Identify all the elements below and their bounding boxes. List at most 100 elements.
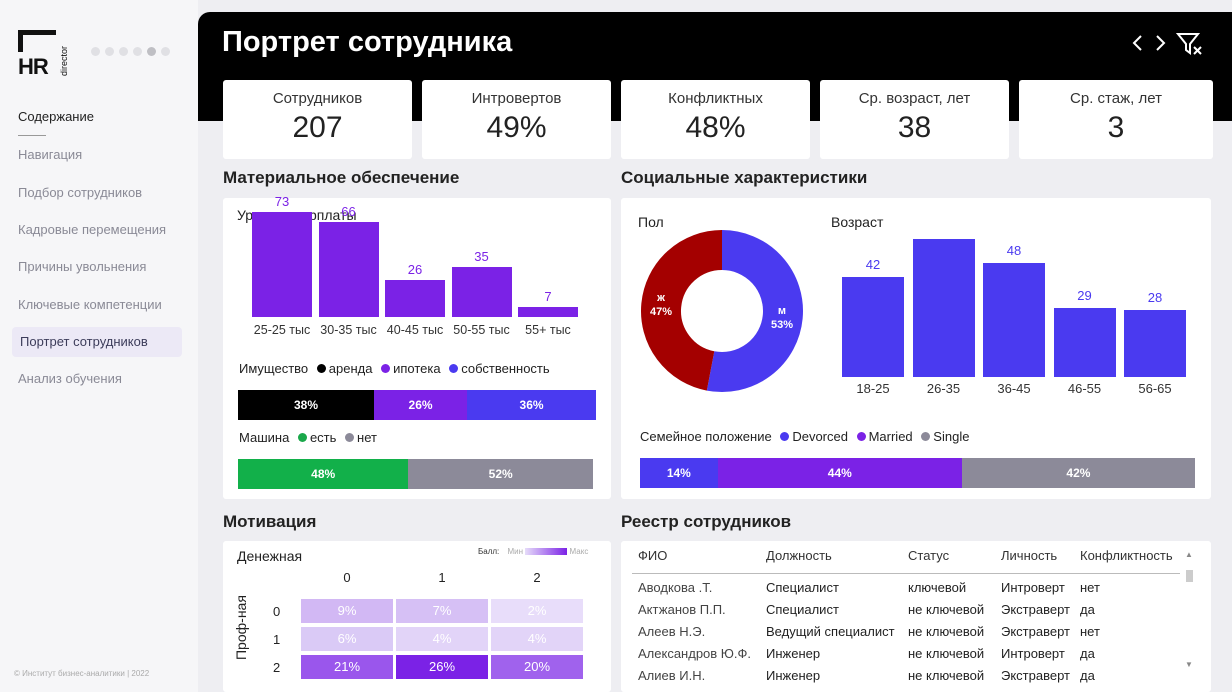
legend-divorced[interactable]: Devorced bbox=[792, 429, 848, 444]
gender-female-label: ж 47% bbox=[646, 291, 676, 319]
legend-dot-icon bbox=[381, 364, 391, 373]
sidebar-item-navigation[interactable]: Навигация bbox=[18, 147, 83, 162]
sidebar-item-employee-portrait[interactable]: Портрет сотрудников bbox=[12, 327, 182, 357]
kpi-value: 38 bbox=[897, 111, 932, 144]
cell-status: ключевой bbox=[908, 580, 967, 595]
heatmap-cell[interactable]: 20% bbox=[491, 655, 583, 679]
heatmap-row-0: 0 bbox=[273, 604, 281, 619]
nav-title[interactable]: Содержание bbox=[18, 109, 94, 124]
table-scrollbar[interactable]: ▲ ▼ bbox=[1185, 548, 1194, 680]
kpi-value: 49% bbox=[486, 111, 547, 144]
legend-dot-icon bbox=[316, 364, 326, 373]
scroll-up-icon[interactable]: ▲ bbox=[1185, 550, 1193, 559]
col-header-conflict[interactable]: Конфликтность bbox=[1080, 548, 1173, 563]
chevron-left-icon[interactable] bbox=[1131, 32, 1145, 60]
sidebar-item-training[interactable]: Анализ обучения bbox=[18, 371, 122, 386]
scroll-thumb[interactable] bbox=[1186, 570, 1193, 582]
age-bar[interactable] bbox=[842, 277, 904, 377]
gender-female-name: ж bbox=[657, 292, 665, 304]
gender-donut-chart bbox=[641, 230, 803, 392]
heatmap-cell[interactable]: 4% bbox=[491, 627, 583, 651]
car-stacked-bar: 48% 52% bbox=[238, 459, 593, 489]
property-segment-own[interactable]: 36% bbox=[467, 390, 596, 420]
score-legend-min: Мин bbox=[507, 547, 524, 556]
legend-rent[interactable]: аренда bbox=[328, 361, 373, 376]
gender-male-label: м 53% bbox=[767, 304, 797, 332]
cell-position: Специалист bbox=[766, 602, 839, 617]
cell-position: Специалист bbox=[766, 580, 839, 595]
family-segment-married[interactable]: 44% bbox=[717, 458, 962, 488]
page-dots bbox=[91, 47, 170, 56]
family-segment-divorced[interactable]: 14% bbox=[640, 458, 718, 488]
heatmap-cell[interactable]: 21% bbox=[301, 655, 393, 679]
donut-slice-female[interactable] bbox=[641, 230, 723, 391]
sidebar-item-recruitment[interactable]: Подбор сотрудников bbox=[18, 185, 143, 200]
property-segment-rent[interactable]: 38% bbox=[238, 390, 375, 420]
table-header-divider bbox=[632, 573, 1180, 574]
age-bar[interactable] bbox=[1124, 310, 1186, 377]
car-segment-no[interactable]: 52% bbox=[408, 459, 593, 489]
donut-slice-male[interactable] bbox=[706, 230, 803, 392]
heatmap-cell[interactable]: 9% bbox=[301, 599, 393, 623]
car-legend: Машина есть нет bbox=[239, 430, 377, 445]
hr-director-logo[interactable]: HR director bbox=[18, 30, 72, 79]
salary-bar[interactable] bbox=[318, 222, 379, 317]
chevron-right-icon[interactable] bbox=[1153, 32, 1167, 60]
heatmap-cell[interactable]: 2% bbox=[491, 599, 583, 623]
page-dot[interactable] bbox=[105, 47, 114, 56]
gender-chart-title: Пол bbox=[638, 214, 664, 230]
car-segment-yes[interactable]: 48% bbox=[238, 459, 409, 489]
legend-married[interactable]: Married bbox=[868, 429, 913, 444]
legend-single[interactable]: Single bbox=[933, 429, 970, 444]
scroll-down-icon[interactable]: ▼ bbox=[1185, 660, 1193, 669]
legend-car-yes[interactable]: есть bbox=[309, 430, 337, 445]
page-dot[interactable] bbox=[133, 47, 142, 56]
age-bar-label: 28 bbox=[1147, 290, 1163, 306]
kpi-label: Ср. стаж, лет bbox=[1070, 90, 1162, 107]
legend-own[interactable]: собственность bbox=[461, 361, 550, 376]
heatmap-cell[interactable]: 7% bbox=[396, 599, 488, 623]
legend-car-no[interactable]: нет bbox=[357, 430, 377, 445]
property-legend-title: Имущество bbox=[239, 361, 309, 376]
score-legend: Балл: Мин Макс bbox=[478, 547, 588, 556]
heatmap-cell[interactable]: 4% bbox=[396, 627, 488, 651]
page-dot[interactable] bbox=[119, 47, 128, 56]
legend-dot-icon bbox=[856, 432, 866, 441]
page-dot[interactable] bbox=[91, 47, 100, 56]
age-bar[interactable] bbox=[912, 239, 975, 377]
col-header-position[interactable]: Должность bbox=[766, 548, 832, 563]
clear-filter-icon[interactable] bbox=[1175, 32, 1204, 62]
page-dot-active[interactable] bbox=[147, 47, 156, 56]
page-dot[interactable] bbox=[161, 47, 170, 56]
social-card: Пол ж 47% м 53% Возраст 42 18-25 26-35 48 36-4… bbox=[621, 198, 1211, 499]
salary-bar[interactable] bbox=[518, 306, 578, 317]
salary-bar-label: 26 bbox=[407, 261, 423, 277]
age-bar-label: 42 bbox=[865, 257, 881, 273]
family-segment-single[interactable]: 42% bbox=[961, 458, 1195, 488]
kpi-introverts: Интровертов 49% bbox=[422, 80, 611, 159]
col-header-personality[interactable]: Личность bbox=[1001, 548, 1058, 563]
salary-bar[interactable] bbox=[252, 212, 312, 317]
sidebar-item-dismissal-reasons[interactable]: Причины увольнения bbox=[18, 259, 147, 274]
age-bar[interactable] bbox=[1053, 308, 1116, 377]
property-segment-mortgage[interactable]: 26% bbox=[374, 390, 468, 420]
col-header-name[interactable]: ФИО bbox=[638, 548, 668, 563]
age-category-label: 36-45 bbox=[997, 381, 1031, 396]
kpi-value: 207 bbox=[292, 111, 343, 144]
cell-personality: Интроверт bbox=[1001, 580, 1065, 595]
salary-bar-label: 73 bbox=[274, 194, 290, 209]
col-header-status[interactable]: Статус bbox=[908, 548, 950, 563]
age-category-label: 26-35 bbox=[926, 381, 961, 396]
property-legend: Имущество аренда ипотека собственность bbox=[239, 361, 550, 376]
sidebar-item-transfers[interactable]: Кадровые перемещения bbox=[18, 222, 167, 237]
cell-status: не ключевой bbox=[908, 602, 985, 617]
age-bar[interactable] bbox=[983, 262, 1045, 377]
salary-bar[interactable] bbox=[385, 279, 445, 317]
heatmap-cell[interactable]: 26% bbox=[396, 655, 488, 679]
salary-bar[interactable] bbox=[451, 266, 512, 317]
heatmap-cell[interactable]: 6% bbox=[301, 627, 393, 651]
legend-dot-icon bbox=[780, 432, 790, 441]
legend-mortgage[interactable]: ипотека bbox=[393, 361, 441, 376]
sidebar-item-competencies[interactable]: Ключевые компетенции bbox=[18, 297, 162, 312]
